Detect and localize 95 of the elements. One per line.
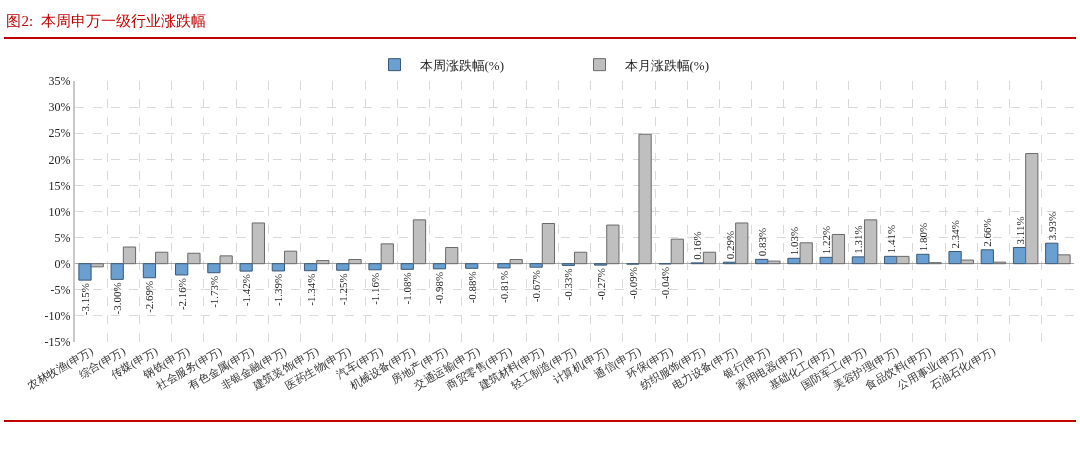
- data-label: 2.34%: [949, 220, 962, 249]
- bar: [509, 259, 523, 265]
- bar: [207, 263, 221, 274]
- bar: [497, 263, 511, 269]
- bar: [851, 256, 866, 265]
- bar: [90, 263, 104, 268]
- y-tick-label: 30%: [48, 100, 71, 115]
- data-label: -1.34%: [304, 273, 317, 306]
- bar: [606, 224, 620, 265]
- data-label: 0.83%: [755, 227, 768, 257]
- bar: [219, 255, 233, 265]
- bar: [980, 249, 994, 265]
- data-label: 0.16%: [691, 231, 704, 260]
- bar: [1012, 246, 1027, 265]
- bar: [380, 243, 394, 265]
- bar: [283, 250, 298, 265]
- bar: [1057, 254, 1071, 265]
- data-label: -0.67%: [530, 270, 543, 303]
- bar: [916, 253, 930, 265]
- bar: [432, 263, 447, 270]
- y-tick-label: -15%: [44, 335, 71, 350]
- data-label: -0.33%: [562, 268, 575, 301]
- data-label: 2.66%: [981, 218, 994, 247]
- data-label: 3.11%: [1013, 216, 1026, 245]
- bar: [896, 255, 910, 265]
- bar: [702, 251, 717, 265]
- bar: [735, 222, 749, 265]
- y-tick-label: 10%: [48, 204, 71, 219]
- data-label: 1.03%: [787, 226, 800, 256]
- data-label: -0.09%: [626, 267, 639, 300]
- data-label: -0.88%: [465, 271, 478, 304]
- bar: [400, 263, 414, 270]
- data-label: 3.93%: [1045, 211, 1058, 241]
- data-label: -2.16%: [175, 277, 188, 311]
- bar: [574, 251, 588, 265]
- bar: [799, 242, 813, 265]
- y-tick-label: 15%: [48, 178, 71, 193]
- bar: [1025, 153, 1039, 265]
- y-tick-label: 35%: [48, 74, 71, 89]
- bar: [78, 263, 92, 281]
- y-tick-label: -10%: [44, 309, 71, 324]
- data-label: -2.69%: [143, 280, 156, 313]
- bar: [251, 222, 265, 265]
- y-tick-label: -5%: [50, 283, 71, 297]
- data-label: -0.27%: [594, 268, 607, 301]
- legend-label: 本月涨跌幅(%): [624, 57, 709, 73]
- bar: [175, 263, 189, 276]
- bar: [316, 260, 330, 265]
- bar: [142, 263, 157, 279]
- bar: [239, 263, 253, 272]
- bar: [638, 133, 652, 265]
- data-label: 1.41%: [884, 224, 897, 254]
- bar: [187, 252, 201, 265]
- bar: [948, 250, 962, 265]
- bar: [110, 263, 124, 280]
- bar: [541, 223, 556, 265]
- data-label: -0.04%: [659, 266, 672, 299]
- bar: [445, 247, 459, 265]
- bar: [368, 263, 382, 271]
- bar: [819, 256, 833, 265]
- y-tick-label: 0%: [54, 256, 71, 271]
- bar: [122, 246, 137, 265]
- y-tick-label: 25%: [48, 126, 71, 141]
- data-label: -3.15%: [78, 283, 91, 316]
- data-label: 1.31%: [852, 225, 865, 254]
- data-label: -1.73%: [207, 275, 220, 308]
- data-label: -1.42%: [240, 274, 253, 307]
- data-label: -0.81%: [497, 270, 510, 304]
- data-label: -0.98%: [433, 271, 446, 304]
- bar: [670, 238, 684, 265]
- bar: [412, 219, 427, 265]
- bar: [864, 219, 878, 265]
- bar: [271, 263, 285, 272]
- bar: [348, 259, 362, 265]
- data-label: -1.08%: [401, 272, 414, 305]
- y-tick-label: 20%: [48, 152, 71, 167]
- bar: [303, 263, 318, 272]
- bar: [155, 251, 169, 265]
- data-label: -1.16%: [369, 272, 382, 305]
- bar: [529, 263, 543, 268]
- data-label: 0.29%: [723, 230, 736, 260]
- data-label: -3.00%: [111, 282, 124, 315]
- bar: [831, 233, 846, 265]
- bar: [1045, 242, 1059, 265]
- bar: [336, 263, 350, 271]
- data-label: 1.22%: [820, 225, 833, 255]
- bar: [960, 259, 974, 265]
- data-label: -1.39%: [272, 273, 285, 307]
- chart-title: 图2: 本周申万一级行业涨跌幅: [6, 13, 206, 30]
- legend-label: 本周涨跌幅(%): [419, 57, 504, 73]
- bar: [465, 263, 479, 269]
- data-label: 1.80%: [916, 222, 929, 252]
- bar: [767, 260, 781, 265]
- y-tick-label: 5%: [54, 230, 71, 245]
- data-label: -1.25%: [336, 273, 349, 306]
